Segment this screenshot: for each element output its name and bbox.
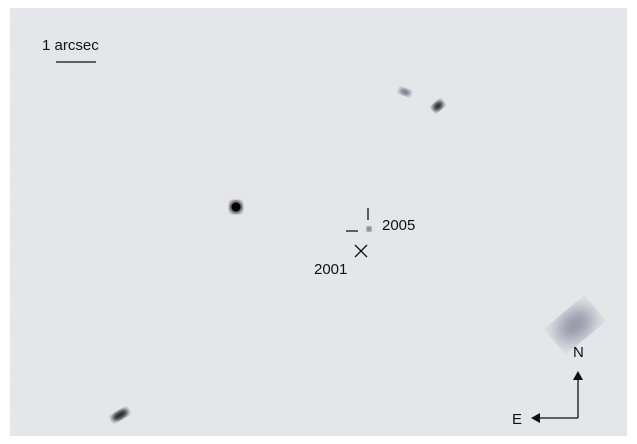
east-label: E — [512, 411, 522, 428]
scale-label: 1 arcsec — [42, 37, 99, 54]
marker-2001-label: 2001 — [314, 261, 347, 278]
astronomical-image: 1 arcsec 2005 2001 N E — [0, 0, 637, 444]
marker-2005-label: 2005 — [382, 217, 415, 234]
sky-noise — [10, 8, 627, 436]
north-label: N — [573, 344, 584, 361]
